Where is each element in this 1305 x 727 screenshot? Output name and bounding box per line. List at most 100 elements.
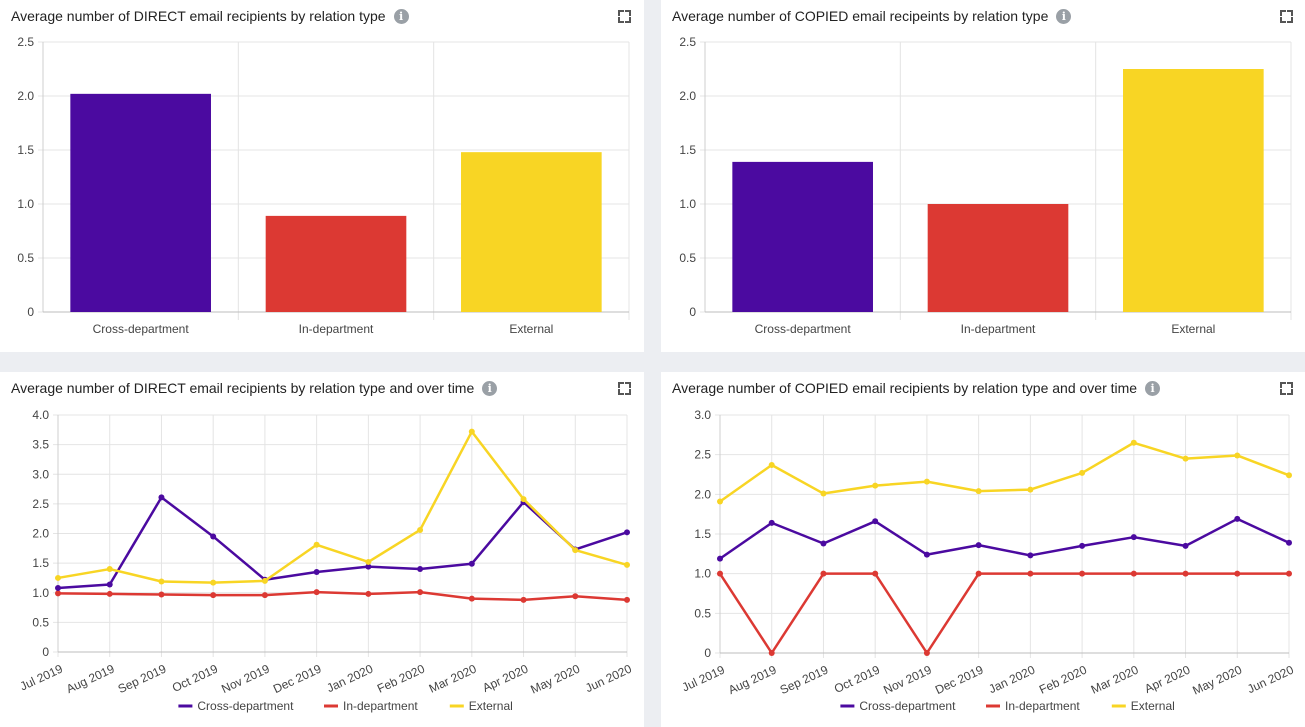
data-point [365, 563, 372, 570]
data-point [572, 593, 579, 600]
data-point [872, 570, 879, 577]
x-tick-label: May 2020 [1190, 663, 1244, 698]
data-point [1182, 455, 1189, 462]
panel-title: Average number of DIRECT email recipient… [11, 380, 475, 396]
series-line [719, 441, 1290, 503]
data-point [975, 570, 982, 577]
data-point [1234, 452, 1241, 459]
x-tick-label: External [509, 322, 553, 336]
data-point [572, 547, 579, 554]
legend-label: In-department [343, 699, 418, 713]
x-tick-label: Aug 2019 [64, 662, 117, 697]
data-point [1130, 570, 1137, 577]
data-point [210, 592, 217, 599]
data-point [417, 526, 424, 533]
y-tick-label: 1.0 [32, 586, 49, 600]
y-tick-label: 1.5 [32, 556, 49, 570]
data-point [158, 578, 165, 585]
data-point [468, 595, 475, 602]
expand-icon[interactable] [1280, 10, 1293, 23]
data-point [975, 542, 982, 549]
x-tick-label: Nov 2019 [219, 662, 272, 697]
bar [927, 204, 1069, 312]
info-icon[interactable]: i [1056, 8, 1072, 24]
y-tick-label: 0 [42, 645, 49, 659]
x-tick-label: Dec 2019 [933, 663, 986, 698]
y-tick-label: 4.0 [32, 408, 49, 422]
legend-label: External [469, 699, 513, 713]
x-tick-label: Apr 2020 [480, 662, 530, 695]
data-point [55, 590, 61, 597]
data-point [1027, 552, 1034, 559]
legend-label: Cross-department [197, 699, 294, 713]
x-tick-label: Jun 2020 [1245, 663, 1296, 697]
data-point [106, 590, 113, 597]
data-point [158, 494, 165, 501]
series-line [718, 572, 1289, 655]
data-point [820, 540, 827, 547]
expand-icon[interactable] [618, 10, 631, 23]
y-tick-label: 1.5 [694, 527, 711, 541]
y-tick-label: 2.0 [32, 527, 49, 541]
y-tick-label: 0 [689, 305, 696, 319]
info-icon[interactable]: i [393, 8, 409, 24]
data-point [1286, 539, 1292, 546]
data-point [365, 558, 372, 565]
y-tick-label: 2.5 [694, 448, 711, 462]
x-tick-label: Aug 2019 [726, 663, 779, 698]
data-point [210, 579, 217, 586]
y-tick-label: 1.5 [17, 143, 34, 157]
data-point [820, 490, 827, 497]
expand-icon[interactable] [618, 382, 631, 395]
data-point [106, 581, 113, 588]
data-point [1286, 570, 1292, 577]
data-point [1079, 542, 1086, 549]
data-point [520, 496, 527, 503]
x-tick-label: Jul 2019 [18, 662, 65, 694]
y-tick-label: 2.5 [32, 497, 49, 511]
x-tick-label: In-department [961, 322, 1036, 336]
panel-title: Average number of COPIED email recipient… [672, 380, 1138, 396]
expand-icon[interactable] [1280, 382, 1293, 395]
legend-label: External [1131, 699, 1175, 713]
data-point [417, 589, 424, 596]
y-tick-label: 1.0 [694, 567, 711, 581]
data-point [768, 519, 775, 526]
data-point [1130, 439, 1137, 446]
bar [732, 161, 873, 312]
data-point [820, 570, 827, 577]
data-point [1234, 570, 1241, 577]
x-tick-label: Oct 2019 [170, 662, 220, 695]
line-chart: 0 0.5 1.0 1.5 2.0 2.5 3.0 3.5 4.0 Jul 2019 Aug 201… [18, 408, 634, 713]
data-point [923, 650, 930, 656]
data-point [717, 498, 723, 505]
info-icon[interactable]: i [482, 380, 498, 396]
data-point [1079, 469, 1086, 476]
data-point [106, 566, 113, 573]
x-tick-label: Jun 2020 [583, 662, 634, 696]
y-tick-label: 3.0 [32, 467, 49, 481]
bar [461, 152, 602, 312]
series-line [57, 430, 628, 584]
data-point [1079, 570, 1086, 577]
data-point [923, 551, 930, 558]
x-tick-label: In-department [299, 322, 374, 336]
panel-title: Average number of COPIED email recipeint… [672, 8, 1049, 24]
x-tick-label: Sep 2019 [778, 663, 831, 698]
data-point [1027, 486, 1034, 493]
series-line [719, 517, 1290, 560]
y-tick-label: 2.5 [17, 35, 34, 49]
x-tick-label: External [1171, 322, 1215, 336]
x-tick-label: Sep 2019 [116, 662, 169, 697]
data-point [872, 482, 879, 489]
data-point [923, 478, 930, 485]
data-point [210, 533, 217, 540]
y-tick-label: 0 [27, 305, 34, 319]
y-tick-label: 2.5 [679, 35, 696, 49]
x-tick-label: Nov 2019 [881, 663, 934, 698]
info-icon[interactable]: i [1145, 380, 1161, 396]
x-tick-label: Cross-department [93, 322, 190, 336]
y-tick-label: 1.0 [17, 197, 34, 211]
y-tick-label: 1.0 [679, 197, 696, 211]
x-tick-label: Jan 2020 [987, 663, 1038, 697]
